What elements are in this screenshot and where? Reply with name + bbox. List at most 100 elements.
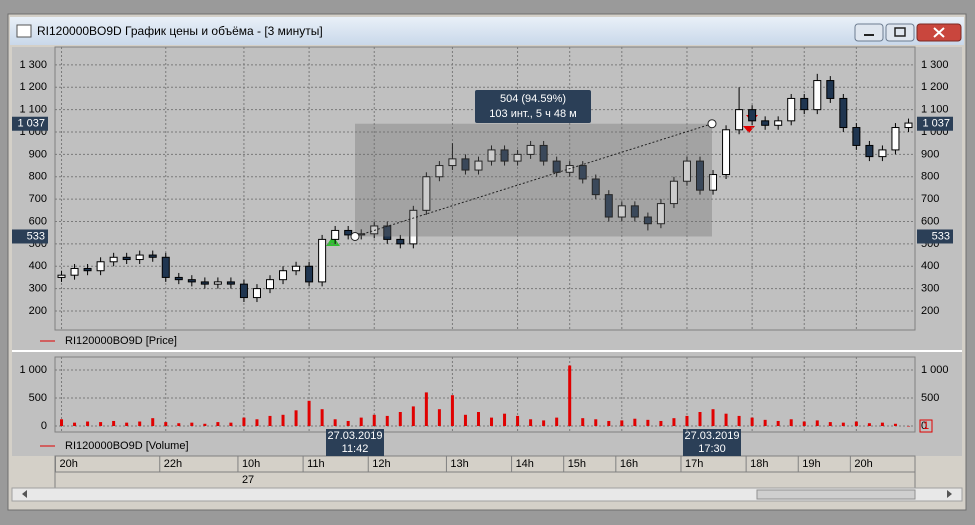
candle-body <box>70 267 79 276</box>
y-tick-label-right: 700 <box>921 193 939 205</box>
candle-body <box>643 216 652 225</box>
price-marker <box>12 116 48 131</box>
candle-body <box>526 144 535 155</box>
scroll-thumb[interactable] <box>756 489 916 500</box>
volume-bar <box>698 412 702 427</box>
y-tick-label: 200 <box>29 305 47 317</box>
legend-label: RI120000BO9D [Volume] <box>65 440 189 452</box>
x-date-label: 27 <box>242 474 254 486</box>
candle-body <box>891 127 900 151</box>
candle-body <box>682 160 691 182</box>
candle-body <box>266 279 274 290</box>
volume-bar <box>86 421 90 427</box>
candle-body <box>318 238 327 283</box>
volume-bar <box>307 400 311 427</box>
candle-body <box>226 281 235 285</box>
y-tick-label-right: 1 100 <box>921 104 949 116</box>
scroll-left[interactable] <box>22 490 27 498</box>
volume-bar <box>320 409 324 427</box>
y-tick-label-right: 800 <box>921 171 939 183</box>
volume-bar <box>411 406 415 427</box>
volume-bar <box>906 425 910 427</box>
scroll-right[interactable] <box>947 490 952 498</box>
candle-body <box>200 281 209 285</box>
volume-bar <box>750 417 754 427</box>
candle-body <box>57 274 66 278</box>
volume-bar <box>138 421 142 427</box>
volume-bar <box>164 422 168 427</box>
volume-bar <box>463 414 467 427</box>
candle-body <box>252 288 261 299</box>
volume-bar <box>555 417 559 427</box>
crosshair-time: 17:30 <box>698 443 726 455</box>
minimize-button[interactable] <box>854 23 884 42</box>
candle-body <box>630 205 639 218</box>
x-tick-label: 10h <box>242 458 260 470</box>
candle-body <box>852 127 861 146</box>
candle-body <box>122 256 131 261</box>
last-volume-box <box>919 419 933 433</box>
y-tick-label-right: 300 <box>921 283 939 295</box>
volume-bar <box>880 422 884 427</box>
volume-bar <box>646 419 650 427</box>
window-title: RI120000BO9D График цены и объёма - [3 м… <box>37 24 323 38</box>
candle-body <box>83 267 92 272</box>
y-tick-label: 600 <box>29 215 47 227</box>
candle-body <box>800 97 809 111</box>
candle-body <box>669 180 678 205</box>
volume-bar <box>737 415 741 427</box>
price-panel <box>54 46 916 331</box>
measure-area <box>355 123 712 237</box>
candle-body <box>513 153 522 162</box>
candle-body <box>735 109 744 131</box>
crosshair-time: 11:42 <box>342 443 369 455</box>
candle-body <box>604 194 613 218</box>
candle-body <box>591 178 600 196</box>
volume-bar <box>294 410 298 427</box>
volume-bar <box>255 419 259 427</box>
maximize-icon <box>894 27 906 37</box>
volume-bar <box>476 412 480 427</box>
candle-body <box>552 160 561 173</box>
candle-body <box>448 158 457 167</box>
volume-bar <box>815 420 819 427</box>
x-tick-label: 12h <box>372 458 390 470</box>
scrollbar[interactable] <box>11 487 963 502</box>
volume-bar <box>424 392 428 427</box>
maximize-button[interactable] <box>885 23 915 42</box>
volume-bar <box>854 421 858 427</box>
candle-body <box>487 149 496 162</box>
y-tick-label: 1 200 <box>19 81 47 93</box>
volume-bar <box>333 419 337 427</box>
y-tick-label: 1 300 <box>19 59 47 71</box>
y-tick-label: 1 100 <box>19 104 47 116</box>
volume-panel <box>54 356 916 433</box>
crosshair-label <box>326 429 384 456</box>
candle-body <box>96 261 105 272</box>
volume-bar <box>672 418 676 427</box>
volume-bar <box>763 419 767 427</box>
crosshair-date: 27.03.2019 <box>684 430 739 442</box>
close-icon <box>933 27 945 38</box>
candle-body <box>709 174 718 191</box>
volume-bar <box>60 419 64 427</box>
volume-bar <box>125 422 129 427</box>
candle-body <box>422 176 431 211</box>
volume-bar <box>203 423 207 427</box>
y-tick-label-right: 1 300 <box>921 59 949 71</box>
y-tick-label-right: 600 <box>921 215 939 227</box>
volume-bar <box>112 420 116 427</box>
volume-bar <box>346 420 350 427</box>
candle-body <box>813 80 822 111</box>
volume-bar <box>229 422 233 427</box>
volume-bar <box>893 423 897 427</box>
y-tick-label: 900 <box>29 148 47 160</box>
volume-bar <box>529 419 533 427</box>
volume-bar <box>398 412 402 427</box>
volume-bar <box>503 413 507 427</box>
volume-bar <box>581 418 585 427</box>
y-tick-label-right: 0 <box>921 420 927 432</box>
candle-body <box>461 158 470 171</box>
x-tick-label: 13h <box>450 458 468 470</box>
price-marker <box>917 229 953 244</box>
